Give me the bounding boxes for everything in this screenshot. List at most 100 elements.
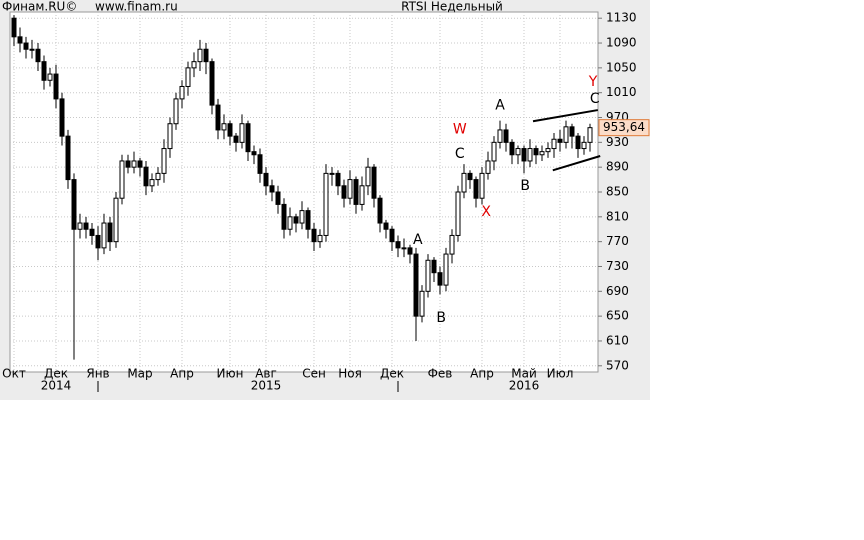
candle-body <box>353 179 359 205</box>
candle-body <box>329 172 335 175</box>
candle-body <box>41 61 47 81</box>
candle-body <box>131 160 137 168</box>
x-year-label: 2015 <box>251 379 282 393</box>
x-tick-label: Июн <box>217 367 244 381</box>
candle-body <box>497 129 503 143</box>
y-tick-label: 570 <box>606 358 629 372</box>
candle-body <box>71 179 77 230</box>
candle-body <box>275 191 281 205</box>
candle-body <box>269 185 275 193</box>
candle-body <box>425 259 431 292</box>
candle-body <box>365 166 371 187</box>
x-tick-label: Ноя <box>338 367 362 381</box>
x-tick-label: Фев <box>428 367 453 381</box>
candle-body <box>341 185 347 199</box>
x-tick-label: Апр <box>170 367 194 381</box>
candle-body <box>359 185 365 205</box>
y-tick-label: 1050 <box>606 60 637 74</box>
candle-body <box>569 126 575 137</box>
annotation: A <box>413 232 423 248</box>
candle-body <box>461 172 467 193</box>
candle-body <box>287 216 293 230</box>
candle-body <box>533 148 539 156</box>
candle-body <box>77 222 83 230</box>
candle-body <box>227 123 233 137</box>
candle-body <box>545 148 551 153</box>
x-tick-label: Май <box>511 367 537 381</box>
y-tick-label: 610 <box>606 333 629 347</box>
candle-body <box>257 154 263 174</box>
candle-body <box>65 135 71 181</box>
candle-body <box>113 197 119 243</box>
candle-body <box>467 172 473 181</box>
candle-body <box>389 228 395 243</box>
candle-body <box>581 141 587 150</box>
x-tick-label: Мар <box>127 367 152 381</box>
candle-body <box>125 160 131 168</box>
candle-body <box>539 151 545 156</box>
candle-body <box>281 203 287 230</box>
candle-body <box>317 234 323 243</box>
candle-body <box>563 126 569 143</box>
candle-body <box>377 197 383 224</box>
x-year-label: 2014 <box>41 379 72 393</box>
annotation: A <box>495 98 505 114</box>
candle-body <box>83 222 89 230</box>
candle-body <box>155 172 161 181</box>
y-tick-label: 810 <box>606 209 629 223</box>
x-tick-label: Янв <box>86 367 109 381</box>
candle-body <box>233 135 239 143</box>
annotation: X <box>481 204 491 220</box>
y-tick-label: 770 <box>606 234 629 248</box>
candle-body <box>419 290 425 317</box>
candle-body <box>527 148 533 162</box>
candle-body <box>401 247 407 250</box>
x-tick-label: Сен <box>302 367 326 381</box>
candle-body <box>59 98 65 137</box>
candle-body <box>263 172 269 187</box>
candle-body <box>587 127 593 143</box>
annotation: B <box>436 310 446 326</box>
x-tick-label: Дек <box>44 367 68 381</box>
candle-body <box>503 129 509 143</box>
candle-body <box>179 85 185 100</box>
candle-body <box>413 253 419 317</box>
candle-body <box>557 138 563 143</box>
candle-body <box>245 123 251 153</box>
candle-body <box>371 166 377 199</box>
candle-body <box>23 42 29 50</box>
last-price-label: 953,64 <box>603 120 645 134</box>
candle-body <box>215 104 221 131</box>
candle-body <box>89 228 95 236</box>
candle-body <box>521 148 527 162</box>
candle-body <box>491 141 497 162</box>
x-tick-label: Авг <box>255 367 277 381</box>
candle-body <box>509 141 515 156</box>
candle-body <box>293 216 299 224</box>
candle-body <box>167 123 173 150</box>
annotation: C <box>590 91 600 107</box>
candle-body <box>191 61 197 69</box>
source: Финам.RU© <box>2 0 77 14</box>
candle-body <box>29 48 35 51</box>
candle-body <box>473 179 479 199</box>
candle-body <box>239 123 245 143</box>
candle-body <box>107 222 113 243</box>
annotation: C <box>455 146 465 162</box>
annotation: Y <box>588 74 598 90</box>
candle-body <box>161 148 167 174</box>
website: www.finam.ru <box>95 0 178 14</box>
candle-body <box>47 73 53 81</box>
y-tick-label: 890 <box>606 160 629 174</box>
candle-body <box>149 179 155 187</box>
candle-body <box>311 228 317 243</box>
candle-body <box>575 135 581 150</box>
y-tick-label: 1090 <box>606 36 637 50</box>
candle-body <box>299 210 305 224</box>
candle-body <box>53 73 59 100</box>
candle-body <box>305 210 311 230</box>
candle-body <box>209 61 215 106</box>
x-tick-label: Апр <box>470 367 494 381</box>
